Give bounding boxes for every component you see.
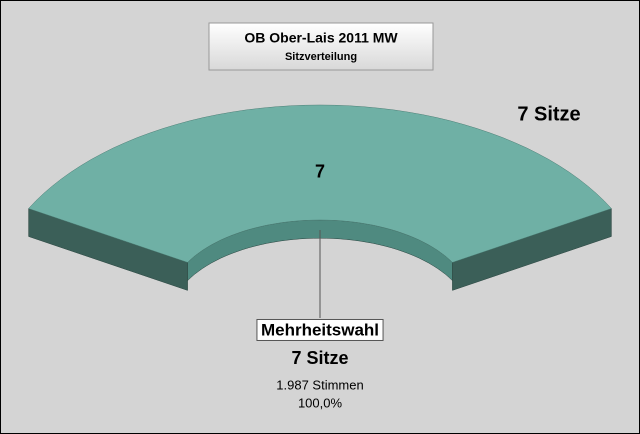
segment [28, 104, 612, 263]
seat-label: 7 Sitze [291, 348, 348, 368]
value-label: 7 [315, 161, 325, 181]
category-label: Mehrheitswahl [261, 320, 379, 339]
chart-title: OB Ober-Lais 2011 MW [244, 30, 398, 46]
chart-subtitle: Sitzverteilung [285, 51, 357, 63]
title-box [208, 22, 434, 71]
total-label: 7 Sitze [517, 103, 580, 125]
category-box [256, 318, 384, 341]
share-label: 100,0% [298, 395, 343, 410]
vote-label: 1.987 Stimmen [276, 377, 363, 392]
